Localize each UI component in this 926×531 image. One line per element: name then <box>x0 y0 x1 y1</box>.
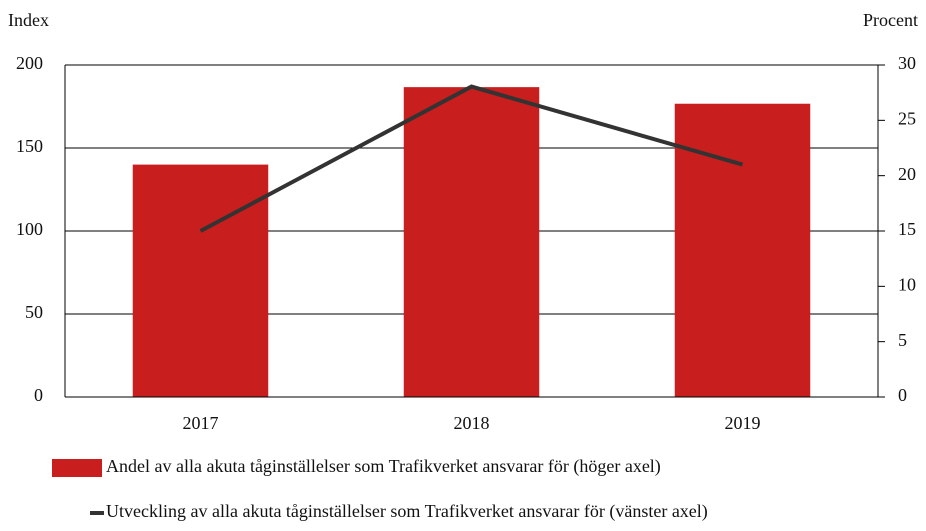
y2-tick-label: 25 <box>898 108 916 128</box>
x-tick-label: 2018 <box>454 413 490 433</box>
y2-tick-label: 20 <box>898 164 916 184</box>
y2-tick-label: 0 <box>898 385 907 405</box>
bar <box>132 164 269 397</box>
x-tick-label: 2017 <box>183 413 219 433</box>
bar <box>403 87 540 397</box>
line <box>199 84 744 233</box>
x-tick-label: 2019 <box>725 413 761 433</box>
y2-tick-label: 5 <box>898 330 907 350</box>
y-tick-label: 200 <box>16 53 43 73</box>
y-axis-label: Index <box>8 10 49 30</box>
legend-swatch <box>52 459 102 477</box>
legend-label: Utveckling av alla akuta tåginställelser… <box>106 501 708 522</box>
y2-tick-label: 10 <box>898 274 916 294</box>
y2-axis-label: Procent <box>863 10 918 30</box>
y2-tick-label: 30 <box>898 53 916 73</box>
y2-tick-label: 15 <box>898 219 916 239</box>
y-tick-label: 50 <box>25 302 43 322</box>
y-tick-label: 100 <box>16 219 43 239</box>
legend-label: Andel av alla akuta tåginställelser som … <box>106 456 661 477</box>
bar <box>674 103 811 397</box>
y-tick-label: 150 <box>16 136 43 156</box>
y-tick-label: 0 <box>34 385 43 405</box>
